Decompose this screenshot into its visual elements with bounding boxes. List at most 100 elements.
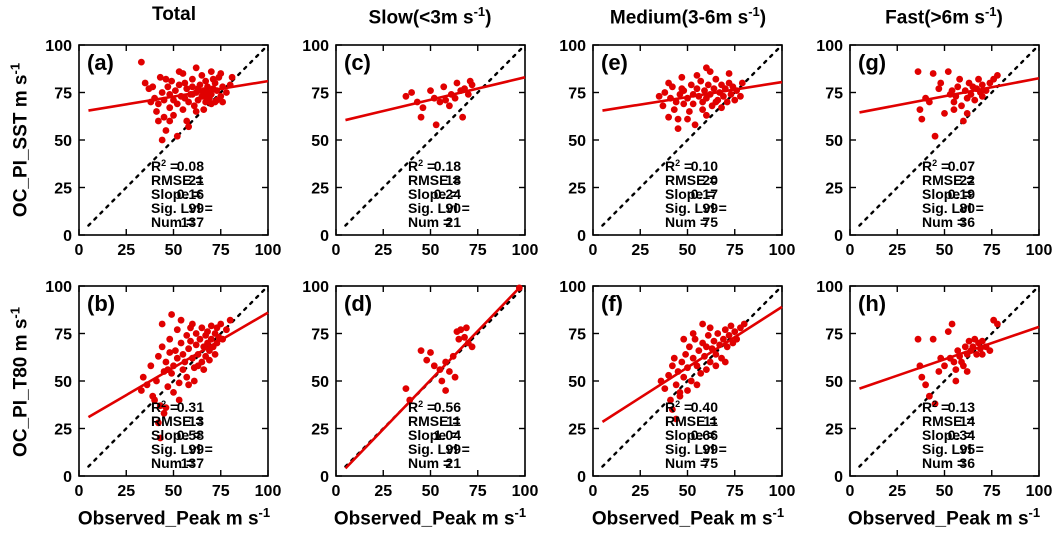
data-point	[189, 83, 196, 91]
x-tick-label: 25	[374, 242, 392, 259]
data-point	[194, 362, 202, 370]
stat-sig-label: Sig. Lvl =	[408, 200, 470, 216]
data-point	[668, 406, 676, 413]
stat-rmse-label: RMSE =	[665, 172, 718, 188]
stat-r2-label: R2 =	[922, 399, 949, 415]
data-point	[417, 347, 425, 354]
data-point	[680, 373, 688, 381]
data-point	[436, 98, 444, 106]
x-tick-label: 100	[769, 242, 796, 259]
data-point	[699, 320, 707, 328]
data-point	[192, 108, 200, 115]
data-point	[967, 91, 975, 98]
data-point	[154, 419, 162, 427]
stat-slope-label: Slope =	[665, 186, 715, 202]
data-point	[689, 91, 697, 98]
data-point	[183, 85, 191, 93]
y-tick-label: 100	[302, 38, 329, 55]
y-tick-label: 0	[320, 228, 329, 245]
stat-rmse-value: 11	[703, 413, 718, 429]
y-tick-label: 50	[54, 374, 72, 391]
data-point	[149, 392, 157, 400]
y-tick-label: 0	[834, 228, 843, 245]
x-tick-label: 0	[75, 242, 84, 259]
x-tick-label: 100	[1026, 483, 1053, 500]
data-point	[708, 345, 716, 353]
data-point	[440, 83, 448, 91]
data-point	[166, 91, 174, 98]
data-point	[194, 351, 202, 358]
data-point	[703, 343, 710, 351]
x-axis-label-3: Observed_Peak m s-1	[591, 505, 785, 530]
data-point	[691, 121, 699, 129]
y-tick-label: 100	[816, 38, 843, 55]
stat-r2-label: R2 =	[922, 158, 949, 174]
data-point	[430, 362, 438, 370]
stat-sig-label: Sig. Lvl =	[151, 441, 213, 457]
data-point	[918, 115, 926, 123]
y-tick-label: 100	[559, 279, 586, 296]
data-point	[185, 123, 193, 131]
one-to-one-line	[858, 284, 1041, 468]
data-point	[931, 400, 939, 408]
stat-rmse-value: 22	[959, 172, 975, 188]
x-tick-label: 100	[512, 483, 539, 500]
y-tick-label: 75	[54, 86, 72, 103]
data-point	[463, 324, 470, 332]
stat-r2-value: 0.10	[691, 158, 718, 174]
data-point	[204, 83, 211, 91]
data-point	[451, 94, 459, 102]
regression-line	[87, 311, 269, 419]
data-point	[667, 396, 674, 404]
data-point	[515, 284, 523, 292]
data-point	[740, 320, 748, 328]
data-point	[963, 368, 971, 375]
data-point	[455, 335, 463, 343]
data-point	[674, 115, 682, 123]
y-tick-label: 50	[825, 133, 843, 150]
data-point	[438, 377, 446, 385]
x-tick-label: 50	[165, 242, 183, 259]
x-tick-label: 100	[769, 483, 796, 500]
data-point	[427, 349, 434, 356]
data-point	[670, 106, 678, 113]
data-point	[461, 333, 468, 341]
x-axis-label-4: Observed_Peak m s-1	[847, 505, 1041, 530]
y-tick-label: 100	[45, 38, 72, 55]
data-point	[687, 377, 695, 385]
data-point	[171, 347, 179, 354]
data-point	[457, 326, 465, 334]
data-point	[194, 85, 202, 93]
data-point	[659, 102, 667, 110]
data-point	[672, 381, 680, 389]
stat-rmse-label: RMSE =	[922, 413, 975, 429]
stat-num-label: Num =	[151, 214, 194, 230]
stat-num-label: Num =	[922, 455, 965, 471]
data-point	[202, 92, 210, 100]
data-point	[716, 341, 724, 349]
data-point	[937, 79, 945, 87]
x-tick-label: 25	[117, 242, 135, 259]
data-point	[914, 335, 922, 343]
data-point	[185, 381, 193, 389]
x-tick-label: 25	[374, 483, 392, 500]
data-point	[723, 98, 731, 106]
data-point	[706, 91, 714, 98]
data-point	[189, 354, 196, 362]
panel-label: (d)	[344, 291, 372, 316]
data-point	[680, 100, 688, 108]
data-point	[937, 354, 945, 362]
stat-sig-value: 99	[702, 441, 718, 457]
regression-line	[601, 305, 783, 423]
y-tick-label: 0	[577, 228, 586, 245]
data-point	[171, 87, 179, 94]
stat-sig-label: Sig. Lvl =	[151, 200, 213, 216]
x-tick-label: 0	[75, 483, 84, 500]
data-point	[217, 320, 225, 328]
y-tick-label: 75	[311, 327, 329, 344]
data-point	[177, 339, 185, 347]
data-point	[156, 402, 164, 410]
stat-slope-label: Slope =	[408, 427, 458, 443]
